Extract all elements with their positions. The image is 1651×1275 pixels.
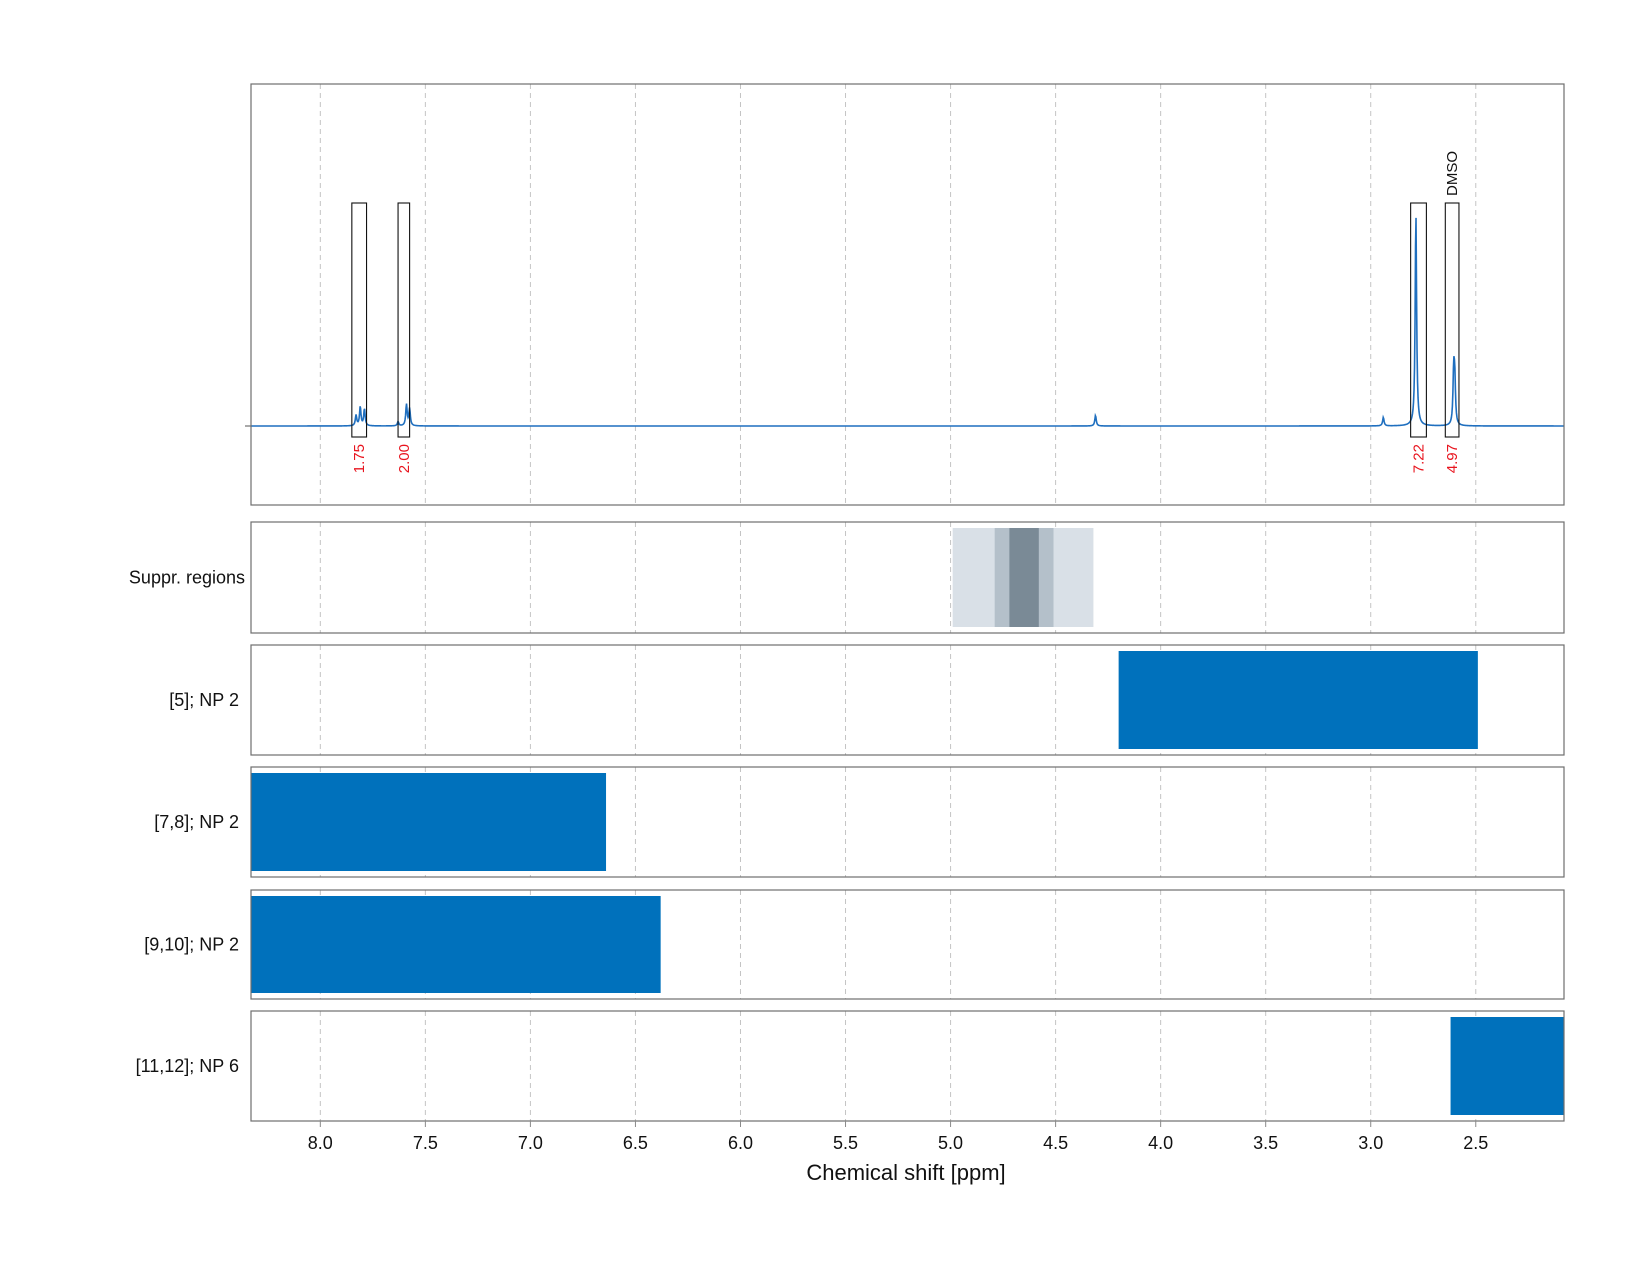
- x-tick-label-3.0: 3.0: [1358, 1133, 1383, 1153]
- track-1: [5]; NP 2: [169, 644, 1565, 756]
- region-tracks: [5]; NP 2 [7,8]; NP 2 [9,10]; NP 2 [11,12];…: [136, 644, 1565, 1122]
- x-tick-label-5.5: 5.5: [833, 1133, 858, 1153]
- x-tick-label-6.5: 6.5: [623, 1133, 648, 1153]
- track-bar-2: [251, 773, 607, 871]
- track-2: [7,8]; NP 2: [154, 766, 1565, 878]
- track-label-1: [5]; NP 2: [169, 690, 239, 710]
- x-tick-label-7.5: 7.5: [413, 1133, 438, 1153]
- track-4: [11,12]; NP 6: [136, 1010, 1565, 1122]
- track-label-2: [7,8]; NP 2: [154, 812, 239, 832]
- x-tick-label-7.0: 7.0: [518, 1133, 543, 1153]
- spectrum-panel: 1.75 2.00 7.22 4.97 DMSO: [245, 83, 1565, 506]
- integral-value-1: 1.75: [351, 444, 368, 473]
- x-tick-label-4.5: 4.5: [1043, 1133, 1068, 1153]
- peak-annotation-dmso: DMSO: [1444, 151, 1461, 196]
- track-bar-3: [251, 896, 661, 993]
- x-tick-label-3.5: 3.5: [1253, 1133, 1278, 1153]
- x-axis-label: Chemical shift [ppm]: [806, 1160, 1005, 1185]
- spectrum-line: [251, 217, 1564, 427]
- x-tick-label-6.0: 6.0: [728, 1133, 753, 1153]
- integration-box-3: [1410, 202, 1427, 438]
- x-tick-label-2.5: 2.5: [1463, 1133, 1488, 1153]
- track-label-3: [9,10]; NP 2: [144, 935, 239, 955]
- track-frame-1: [250, 644, 1565, 756]
- track-frame-4: [250, 1010, 1565, 1122]
- track-label-4: [11,12]; NP 6: [136, 1056, 239, 1076]
- integral-value-2: 2.00: [396, 444, 413, 473]
- integral-value-4: 4.97: [1444, 444, 1461, 473]
- integration-box-2: [397, 202, 411, 438]
- integration-box-4: [1444, 202, 1460, 438]
- suppression-regions-panel: Suppr. regions: [129, 521, 1565, 634]
- integration-box-1: [351, 202, 368, 438]
- x-tick-label-5.0: 5.0: [938, 1133, 963, 1153]
- track-frame-3: [250, 889, 1565, 1000]
- suppression-band-3: [1009, 528, 1039, 627]
- spectrum-frame: [250, 83, 1565, 506]
- x-axis: 8.0 7.5 7.0 6.5 6.0 5.5 5.0 4.5 4.0 3.5 3.0 2.5: [308, 1121, 1488, 1153]
- track-bar-4: [1450, 1017, 1564, 1115]
- suppression-frame: [250, 521, 1565, 634]
- x-tick-label-4.0: 4.0: [1148, 1133, 1173, 1153]
- x-tick-label-8.0: 8.0: [308, 1133, 333, 1153]
- track-frame-2: [250, 766, 1565, 878]
- track-3: [9,10]; NP 2: [144, 889, 1565, 1000]
- track-bar-1: [1118, 651, 1478, 749]
- suppression-label: Suppr. regions: [129, 568, 245, 588]
- integral-value-3: 7.22: [1411, 444, 1428, 473]
